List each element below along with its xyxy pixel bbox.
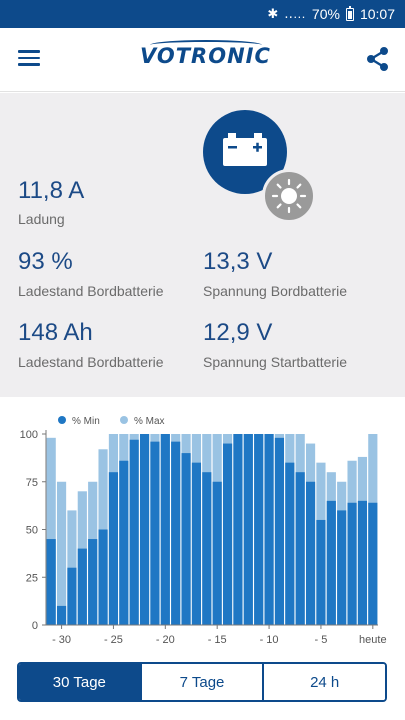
bar-min bbox=[326, 500, 336, 625]
x-tick-label: - 5 bbox=[315, 634, 328, 646]
y-tick-label: 100 bbox=[20, 429, 38, 441]
y-tick-label: 75 bbox=[26, 477, 38, 489]
bar-min bbox=[129, 439, 139, 625]
capacity-value: 148 Ah bbox=[18, 319, 93, 346]
x-tick-label: heute bbox=[359, 634, 387, 646]
bluetooth-icon: ✱ bbox=[267, 6, 279, 21]
legend-swatch bbox=[58, 416, 66, 424]
legend-label: % Min bbox=[72, 416, 100, 427]
x-tick-label: - 10 bbox=[260, 634, 279, 646]
bar-min bbox=[108, 472, 119, 625]
bar-min bbox=[160, 434, 170, 625]
bar-min bbox=[285, 462, 295, 625]
bar-min bbox=[254, 434, 264, 625]
bar-min bbox=[171, 441, 181, 625]
bar-min bbox=[150, 441, 160, 625]
y-tick-label: 25 bbox=[26, 572, 38, 584]
bar-min bbox=[274, 437, 285, 625]
signal-icon: ‥… bbox=[284, 6, 306, 21]
bar-min bbox=[347, 502, 357, 625]
clock: 10:07 bbox=[359, 6, 395, 22]
starter-voltage-label: Spannung Startbatterie bbox=[203, 354, 347, 370]
board-voltage-value: 13,3 V bbox=[203, 248, 273, 275]
sun-icon bbox=[262, 169, 316, 223]
bar-min bbox=[357, 500, 368, 625]
tab-24-hours[interactable]: 24 h bbox=[262, 664, 385, 700]
soc-value: 93 % bbox=[18, 248, 73, 275]
x-tick-label: - 30 bbox=[52, 634, 71, 646]
bar-max bbox=[46, 437, 56, 625]
bar-max bbox=[56, 481, 67, 625]
range-tabs: 30 Tage 7 Tage 24 h bbox=[17, 662, 387, 702]
bar-min bbox=[191, 462, 202, 625]
share-icon[interactable] bbox=[363, 44, 393, 74]
bar-min bbox=[212, 481, 222, 625]
bar-min bbox=[181, 453, 191, 625]
bar-min bbox=[243, 434, 253, 625]
tab-7-days[interactable]: 7 Tage bbox=[139, 664, 263, 700]
capacity-label: Ladestand Bordbatterie bbox=[18, 354, 164, 370]
battery-percent: 70% bbox=[311, 6, 340, 22]
bar-min bbox=[56, 605, 67, 625]
battery-icon bbox=[203, 110, 287, 194]
bar-min bbox=[98, 529, 108, 625]
legend-swatch bbox=[120, 416, 128, 424]
bar-min bbox=[222, 443, 233, 625]
logo-arc bbox=[150, 40, 262, 50]
y-tick-label: 0 bbox=[32, 620, 38, 632]
current-label: Ladung bbox=[18, 211, 65, 227]
bar-min bbox=[119, 460, 129, 625]
soc-label: Ladestand Bordbatterie bbox=[18, 283, 164, 299]
readings-panel: 11,8 A Ladung 93 % Ladestand Bordbatteri… bbox=[0, 93, 405, 397]
app-logo: VOTRONIC bbox=[140, 44, 271, 68]
bar-min bbox=[368, 502, 378, 625]
bar-min bbox=[67, 567, 77, 625]
bar-min bbox=[305, 481, 316, 625]
bar-min bbox=[46, 539, 56, 625]
status-indicators: ✱ ‥… 70% 10:07 bbox=[267, 0, 395, 28]
bar-min bbox=[88, 539, 98, 625]
bar-min bbox=[233, 434, 243, 625]
bar-min bbox=[337, 510, 347, 625]
x-tick-label: - 20 bbox=[156, 634, 175, 646]
bar-min bbox=[202, 472, 212, 625]
current-value: 11,8 A bbox=[18, 177, 85, 204]
bar-min bbox=[139, 434, 150, 625]
starter-voltage-value: 12,9 V bbox=[203, 319, 273, 346]
x-tick-label: - 25 bbox=[104, 634, 123, 646]
bar-min bbox=[316, 519, 326, 625]
history-chart: % Min % Max 0 25 50 75 100 - 30 - 25 - 20 - 15 - 10… bbox=[0, 397, 405, 657]
app-bar: VOTRONIC bbox=[0, 28, 405, 92]
board-voltage-label: Spannung Bordbatterie bbox=[203, 283, 347, 299]
menu-icon[interactable] bbox=[14, 46, 50, 74]
legend-label: % Max bbox=[134, 416, 165, 427]
bar-min bbox=[77, 548, 87, 625]
x-tick-label: - 15 bbox=[208, 634, 227, 646]
status-bar: ✱ ‥… 70% 10:07 bbox=[0, 0, 405, 28]
y-tick-label: 50 bbox=[26, 525, 38, 537]
battery-status-icon bbox=[345, 5, 354, 21]
tab-30-days[interactable]: 30 Tage bbox=[19, 664, 140, 700]
bar-min bbox=[295, 472, 305, 625]
chart-svg: % Min % Max 0 25 50 75 100 - 30 - 25 - 20 - 15 - 10… bbox=[20, 416, 387, 646]
bar-min bbox=[264, 434, 274, 625]
